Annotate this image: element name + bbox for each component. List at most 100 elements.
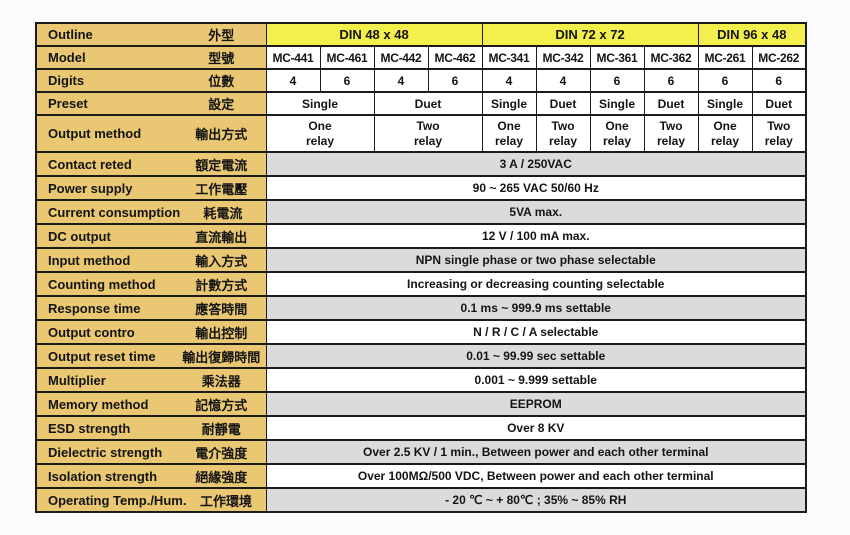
spec-table: Outline 外型 DIN 48 x 48 DIN 72 x 72 DIN 9…: [35, 22, 807, 513]
model-cell: MC-261: [697, 45, 753, 70]
spec-value: 12 V / 100 mA max.: [265, 223, 807, 249]
model-cell: MC-342: [535, 45, 591, 70]
row-operating-temp-hum: Operating Temp./Hum. 工作環境 - 20 ℃ ~ + 80℃…: [35, 487, 807, 513]
model-cell: MC-442: [373, 45, 429, 70]
preset-cell: Single: [589, 91, 645, 116]
spec-value: 3 A / 250VAC: [265, 151, 807, 177]
spec-section: Contact reted 額定電流 3 A / 250VAC Power su…: [35, 151, 807, 513]
row-label-en: Counting method: [48, 276, 156, 292]
model-cell: MC-362: [643, 45, 699, 70]
preset-cell: Single: [697, 91, 753, 116]
spec-value: 5VA max.: [265, 199, 807, 225]
row-label-en: Output reset time: [48, 348, 156, 364]
output-method-cell: One relay: [697, 114, 753, 153]
row-label: Output method 輸出方式: [35, 114, 267, 153]
preset-cell: Duet: [535, 91, 591, 116]
row-input-method: Input method 輸入方式 NPN single phase or tw…: [35, 247, 807, 273]
row-label-zh: 計數方式: [195, 277, 248, 293]
digits-cell: 6: [427, 68, 483, 93]
row-label-en: Preset: [48, 96, 88, 111]
model-cell: MC-262: [751, 45, 807, 70]
row-label-en: ESD strength: [48, 420, 131, 436]
row-output-contro: Output contro 輸出控制 N / R / C / A selecta…: [35, 319, 807, 345]
row-output-reset-time: Output reset time 輸出復歸時間 0.01 ~ 99.99 se…: [35, 343, 807, 369]
row-label: Isolation strength 絕緣強度: [35, 463, 267, 489]
digits-cell: 6: [751, 68, 807, 93]
row-label-zh: 輸出方式: [195, 127, 248, 142]
preset-cell: Single: [265, 91, 375, 116]
row-label-zh: 外型: [208, 28, 235, 43]
spec-value: 0.1 ms ~ 999.9 ms settable: [265, 295, 807, 321]
row-current-consumption: Current consumption 耗電流 5VA max.: [35, 199, 807, 225]
model-cell: MC-461: [319, 45, 375, 70]
spec-value: Over 2.5 KV / 1 min., Between power and …: [265, 439, 807, 465]
outline-group-din72: DIN 72 x 72: [481, 22, 699, 47]
row-label-en: DC output: [48, 228, 111, 244]
row-label: Response time 應答時間: [35, 295, 267, 321]
row-label: Output reset time 輸出復歸時間: [35, 343, 267, 369]
output-method-cell: One relay: [589, 114, 645, 153]
row-label: Digits 位數: [35, 68, 267, 93]
row-label-zh: 應答時間: [195, 301, 248, 317]
row-label-en: Power supply: [48, 180, 133, 196]
preset-cell: Duet: [751, 91, 807, 116]
digits-cell: 6: [589, 68, 645, 93]
row-label-en: Outline: [48, 27, 93, 42]
model-cell: MC-361: [589, 45, 645, 70]
output-method-cell: Two relay: [751, 114, 807, 153]
row-label-en: Isolation strength: [48, 468, 158, 484]
row-label: Outline 外型: [35, 22, 267, 47]
row-label-zh: 記憶方式: [195, 397, 248, 413]
row-label-zh: 工作電壓: [195, 181, 248, 197]
spec-value: NPN single phase or two phase selectable: [265, 247, 807, 273]
row-label: Output contro 輸出控制: [35, 319, 267, 345]
row-label-en: Output contro: [48, 324, 135, 340]
row-label-zh: 輸入方式: [195, 253, 248, 269]
row-label-zh: 輸出復歸時間: [182, 349, 261, 365]
row-response-time: Response time 應答時間 0.1 ms ~ 999.9 ms set…: [35, 295, 807, 321]
row-dielectric-strength: Dielectric strength 電介強度 Over 2.5 KV / 1…: [35, 439, 807, 465]
row-model: Model 型號 MC-441 MC-461 MC-442 MC-462 MC-…: [35, 45, 807, 70]
row-label: Counting method 計數方式: [35, 271, 267, 297]
row-label: Input method 輸入方式: [35, 247, 267, 273]
row-label-zh: 輸出控制: [195, 325, 248, 341]
row-label-en: Operating Temp./Hum.: [48, 492, 187, 508]
preset-cell: Duet: [373, 91, 483, 116]
preset-cell: Duet: [643, 91, 699, 116]
row-label: Operating Temp./Hum. 工作環境: [35, 487, 267, 513]
row-label-en: Contact reted: [48, 156, 132, 172]
row-digits: Digits 位數 4 6 4 6 4 4 6 6 6 6: [35, 68, 807, 93]
row-label-zh: 工作環境: [199, 493, 252, 509]
digits-cell: 4: [535, 68, 591, 93]
row-esd-strength: ESD strength 耐靜電 Over 8 KV: [35, 415, 807, 441]
row-label-en: Response time: [48, 300, 141, 316]
digits-cell: 6: [643, 68, 699, 93]
model-cell: MC-462: [427, 45, 483, 70]
row-label-zh: 設定: [208, 97, 235, 112]
row-power-supply: Power supply 工作電壓 90 ~ 265 VAC 50/60 Hz: [35, 175, 807, 201]
row-label-zh: 乘法器: [201, 373, 241, 389]
row-dc-output: DC output 直流輸出 12 V / 100 mA max.: [35, 223, 807, 249]
row-outline: Outline 外型 DIN 48 x 48 DIN 72 x 72 DIN 9…: [35, 22, 807, 47]
row-label: Preset 設定: [35, 91, 267, 116]
row-label-zh: 額定電流: [195, 157, 248, 173]
digits-cell: 6: [319, 68, 375, 93]
output-method-cell: Two relay: [373, 114, 483, 153]
row-label: Dielectric strength 電介強度: [35, 439, 267, 465]
row-label-en: Dielectric strength: [48, 444, 163, 460]
output-method-cell: Two relay: [535, 114, 591, 153]
row-label: ESD strength 耐靜電: [35, 415, 267, 441]
row-label-en: Multiplier: [48, 372, 106, 388]
output-method-cell: One relay: [265, 114, 375, 153]
row-label-zh: 直流輸出: [195, 229, 248, 245]
digits-cell: 6: [697, 68, 753, 93]
row-memory-method: Memory method 記憶方式 EEPROM: [35, 391, 807, 417]
row-label: Multiplier 乘法器: [35, 367, 267, 393]
row-label-en: Digits: [48, 73, 85, 88]
row-isolation-strength: Isolation strength 絕緣強度 Over 100MΩ/500 V…: [35, 463, 807, 489]
spec-value: N / R / C / A selectable: [265, 319, 807, 345]
row-label: Model 型號: [35, 45, 267, 70]
row-counting-method: Counting method 計數方式 Increasing or decre…: [35, 271, 807, 297]
row-label-en: Input method: [48, 252, 131, 268]
model-cell: MC-341: [481, 45, 537, 70]
